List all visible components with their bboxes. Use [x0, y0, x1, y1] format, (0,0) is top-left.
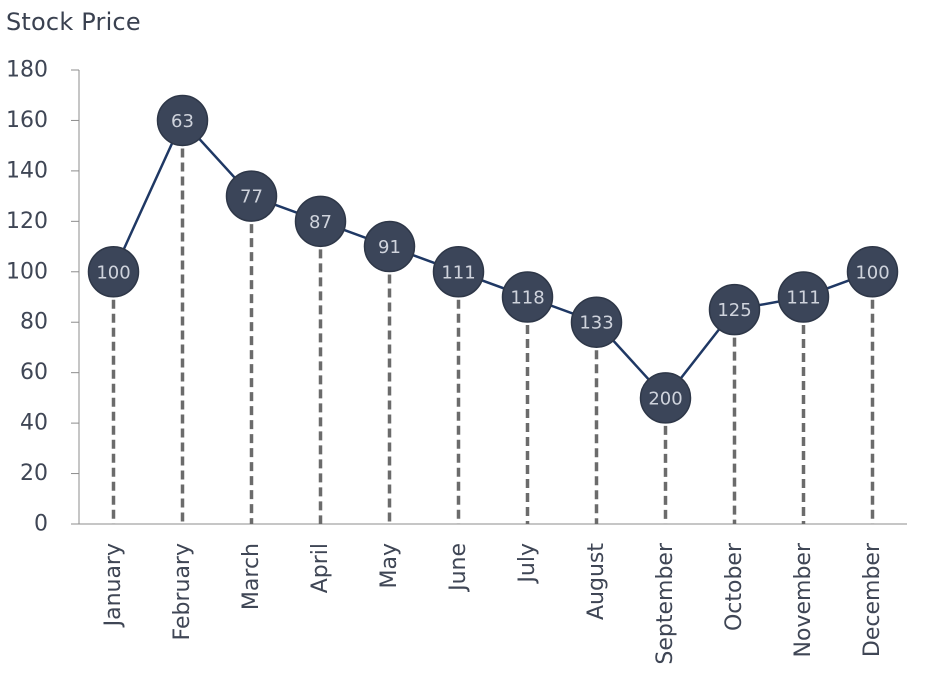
y-tick-label: 180 [6, 58, 48, 83]
data-label: 118 [510, 288, 544, 309]
data-label: 111 [441, 262, 475, 283]
chart-title: Stock Price [6, 8, 141, 36]
data-point-marker [777, 271, 830, 323]
data-label: 133 [579, 313, 613, 334]
data-point-marker [87, 246, 140, 298]
y-tick-label: 40 [20, 411, 48, 436]
x-tick-label: October [722, 542, 747, 631]
data-point-marker [225, 170, 278, 222]
data-label: 77 [240, 187, 263, 208]
data-label: 200 [648, 388, 682, 409]
data-point-marker [846, 246, 899, 298]
x-tick-label: December [860, 542, 885, 657]
series-line [112, 118, 873, 400]
x-tick-label: June [446, 543, 471, 593]
y-tick-label: 80 [20, 310, 48, 335]
data-label: 87 [309, 212, 332, 233]
y-tick-label: 60 [20, 360, 48, 385]
data-label: 63 [171, 111, 194, 132]
y-tick-label: 160 [6, 108, 48, 133]
x-tick-label: February [170, 543, 195, 641]
x-tick-label: July [515, 543, 540, 585]
data-label: 100 [855, 262, 889, 283]
data-point-marker [432, 246, 485, 298]
y-tick-label: 120 [6, 209, 48, 234]
data-label: 100 [96, 262, 130, 283]
x-tick-label: November [791, 542, 816, 657]
x-tick-label: January [101, 543, 126, 628]
x-tick-label: May [377, 543, 402, 588]
x-tick-label: September [653, 542, 678, 665]
data-point-marker [708, 283, 761, 336]
y-tick-label: 20 [20, 461, 48, 486]
data-point-marker [363, 220, 416, 273]
data-label: 125 [717, 300, 751, 321]
data-point-marker [639, 372, 692, 424]
x-tick-label: April [308, 543, 333, 593]
x-tick-label: March [239, 543, 264, 610]
data-label: 111 [786, 288, 820, 309]
x-tick-label: August [584, 543, 609, 620]
y-tick-label: 100 [6, 259, 48, 284]
data-point-marker [156, 94, 209, 147]
data-point-marker [570, 296, 623, 348]
data-point-marker [501, 271, 554, 323]
y-tick-label: 0 [34, 512, 48, 537]
y-tick-label: 140 [6, 158, 48, 183]
data-point-marker [294, 195, 347, 248]
data-label: 91 [378, 237, 401, 258]
